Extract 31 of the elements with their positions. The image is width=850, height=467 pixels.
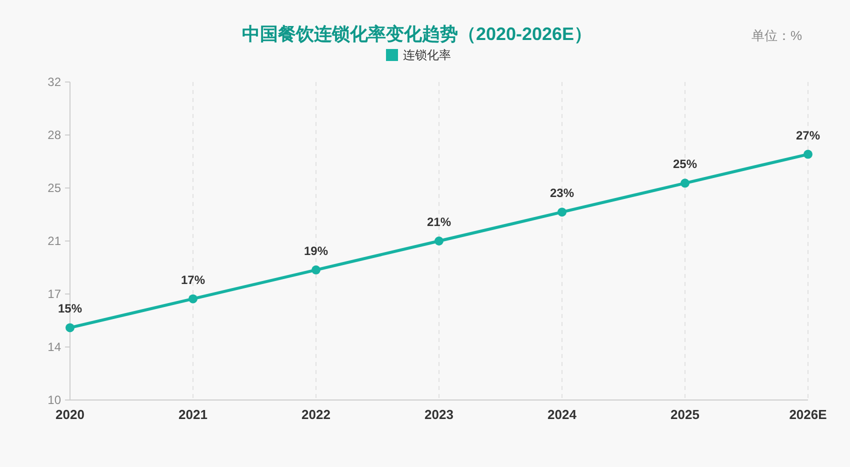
x-tick-label: 2021 <box>178 407 208 422</box>
point <box>434 236 444 246</box>
x-tick-label: 2020 <box>56 407 84 422</box>
y-tick-label: 14 <box>48 340 62 354</box>
text: 17% <box>180 272 206 287</box>
y-tick-label: 32 <box>48 75 62 89</box>
point <box>312 265 320 274</box>
text: 23% <box>550 186 574 200</box>
y-tick-label: 10 <box>48 393 62 407</box>
x-tick-label: 2024 <box>548 407 578 422</box>
x-tick-label: 2025 <box>670 407 700 422</box>
y-tick-label: 21 <box>48 234 62 248</box>
text: 单位：% <box>751 28 802 43</box>
text: 19% <box>304 244 328 258</box>
point <box>804 150 812 159</box>
y-tick-label: 17 <box>48 287 62 302</box>
x-tick-label: 2023 <box>424 407 454 422</box>
y-tick-label: 25 <box>48 180 62 195</box>
point <box>188 294 198 304</box>
legend-label: 连锁化率 <box>403 48 451 62</box>
y-tick-label: 28 <box>48 128 62 142</box>
x-tick-label: 2022 <box>302 407 330 422</box>
point <box>680 178 690 188</box>
point <box>66 323 74 332</box>
point <box>558 208 566 217</box>
text: 21% <box>426 215 452 229</box>
text: 15% <box>58 302 82 316</box>
text: 27% <box>796 128 820 142</box>
text: 25% <box>672 157 698 172</box>
chart-title: 中国餐饮连锁化率变化趋势（2020-2026E） <box>242 24 592 44</box>
x-tick-label: 2026E <box>789 407 828 422</box>
